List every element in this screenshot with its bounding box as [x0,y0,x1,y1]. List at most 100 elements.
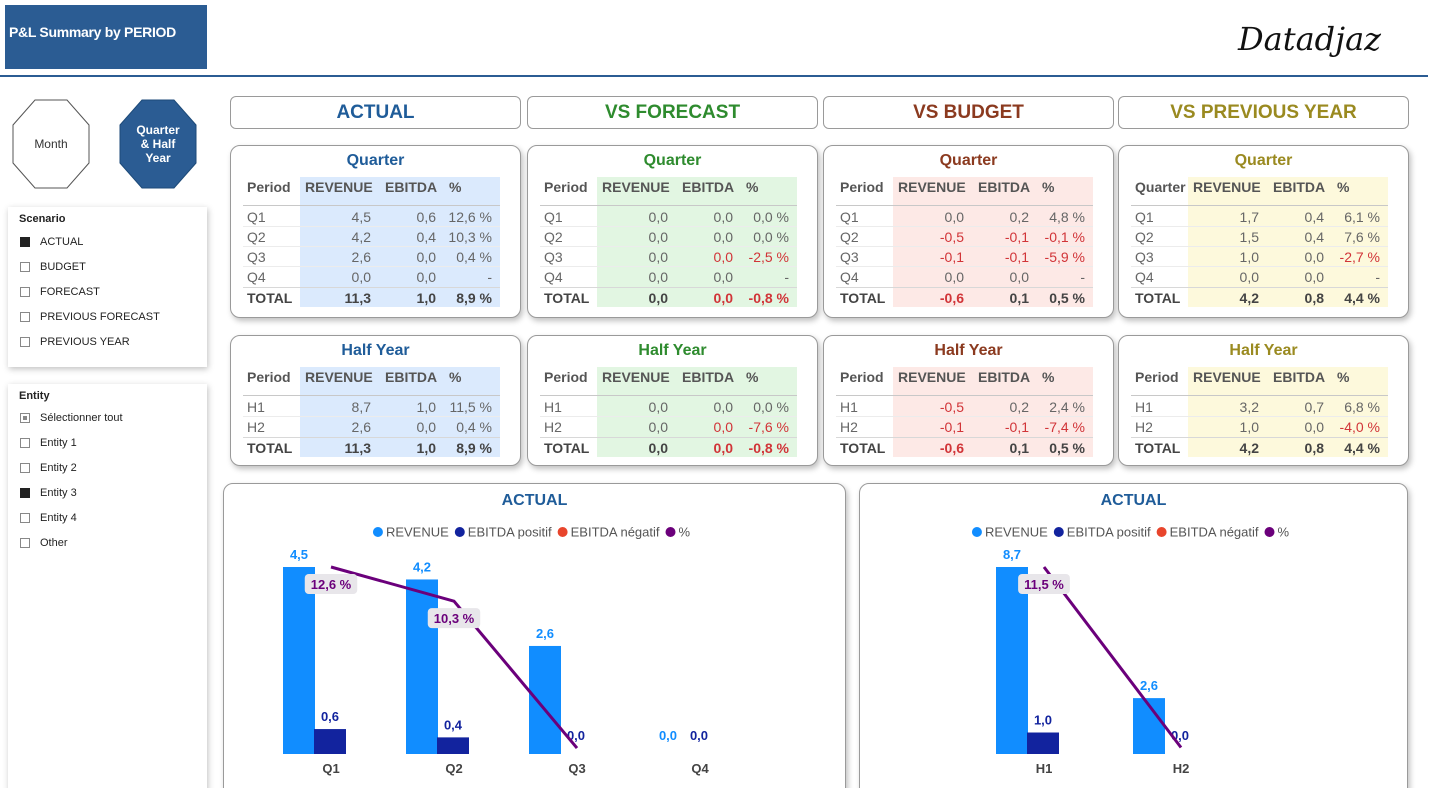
column-header: % [1042,369,1055,385]
table-card: Quarter Period REVENUE EBITDA% Q1 4,5 0,6 12,6 … [230,145,521,318]
column-header: REVENUE [305,369,373,385]
table-cell: 0,0 [416,249,436,265]
table-cell: -7,4 % [1044,419,1085,435]
row-rule [836,226,1093,227]
column-header: Period [840,369,884,385]
checkbox[interactable] [20,463,30,473]
table-cell: 0,0 [648,209,668,225]
table-cell: 0,7 [1304,399,1324,415]
bar [529,645,561,754]
table-cell: - [784,269,789,285]
row-rule [1131,226,1388,227]
checkbox[interactable] [20,312,30,322]
data-label: 0,4 [444,717,463,732]
row-rule [540,287,797,288]
column-header: REVENUE [305,179,373,195]
row-label: H1 [544,399,562,415]
table-card: Half Year Period REVENUE EBITDA% H1 8,7 1,0 11,… [230,335,521,466]
table-cell: 0,0 [648,290,668,306]
table-cell: 8,9 % [456,290,492,306]
row-label: H1 [840,399,858,415]
column-header: % [449,369,462,385]
header-rule [1131,395,1388,396]
slicer-item[interactable]: Entity 3 [40,487,77,499]
row-label: Q3 [1135,249,1154,265]
view-button[interactable]: Quarter & Half Year [119,99,197,189]
table-cell: 11,3 [344,290,371,306]
table-cell: 4,8 % [1049,209,1085,225]
bar [996,567,1028,754]
table-title: Quarter [643,152,702,169]
table-card: Quarter Period REVENUE EBITDA% Q1 0,0 0,2 4,8 %… [823,145,1114,318]
slicer-item[interactable]: ACTUAL [40,236,84,248]
data-label: 0,0 [659,728,677,743]
table-cell: 11,3 [344,440,371,456]
legend: REVENUE EBITDA positif EBITDA négatif% [971,525,1290,540]
chart-card: ACTUAL REVENUE EBITDA positif EBITDA négati… [223,483,846,788]
slicer-item[interactable]: PREVIOUS YEAR [40,336,130,348]
column-header: Period [544,179,588,195]
slicer-item[interactable]: BUDGET [40,261,86,273]
value-band [1188,177,1388,307]
slicer-item[interactable]: PREVIOUS FORECAST [40,311,160,323]
slicer-item[interactable]: Other [40,537,68,549]
data-label: 8,7 [1003,547,1021,562]
row-label: H2 [1135,419,1153,435]
slicer-item[interactable]: Entity 4 [40,512,77,524]
table-cell: 11,5 % [449,399,492,415]
row-rule [243,437,500,438]
column-header: REVENUE [1193,369,1261,385]
row-label: Q1 [1135,209,1154,225]
slicer-item[interactable]: Sélectionner tout [40,412,123,424]
value-band [1188,367,1388,457]
table-card: Quarter Period REVENUE EBITDA% Q1 0,0 0,0 0,0 %… [527,145,818,318]
row-label: Q3 [544,249,563,265]
row-rule [1131,246,1388,247]
x-tick-label: Q3 [568,761,585,776]
legend-label: % [1278,525,1290,540]
checkbox[interactable] [20,262,30,272]
x-tick-label: H1 [1036,761,1053,776]
checkbox[interactable] [20,538,30,548]
row-label: Q4 [1135,269,1154,285]
row-label: TOTAL [840,440,886,456]
slicer-item[interactable]: Entity 1 [40,437,77,449]
line-label: 12,6 % [304,574,358,594]
table-card: Half Year Period REVENUE EBITDA% H1 0,0 0,0 0,0… [527,335,818,466]
line [1042,566,1183,749]
table-cell: 12,6 % [448,209,492,225]
table-title: Quarter [346,152,405,169]
header-rule [540,205,797,206]
checkbox[interactable] [20,438,30,448]
section-header: VS FORECAST [527,96,818,129]
view-button[interactable]: Month [12,99,90,189]
table-cell: 4,2 [1239,290,1259,306]
column-header: Period [544,369,588,385]
checkbox[interactable] [20,488,30,498]
checkbox[interactable] [20,237,30,247]
slicer-item[interactable]: Entity 2 [40,462,77,474]
data-label: 10,3 % [434,611,475,626]
checkbox[interactable] [20,337,30,347]
octagon [12,99,90,189]
column-header: % [746,179,759,195]
legend-marker [1156,527,1167,537]
table-cell: 0,0 [713,249,733,265]
table-cell: 6,1 % [1344,209,1380,225]
slicer-item[interactable]: FORECAST [40,286,100,298]
table-cell: -2,7 % [1339,249,1380,265]
button-shape [12,99,90,189]
column-header: EBITDA [385,369,438,385]
checkbox[interactable] [20,513,30,523]
table-cell: -2,5 % [748,249,789,265]
column-header: Period [247,369,291,385]
column-header: Period [1135,369,1179,385]
data-label: 0,0 [690,728,708,743]
checkbox[interactable] [20,287,30,297]
table-cell: 4,2 [1239,440,1259,456]
row-label: H2 [247,419,265,435]
title-box [5,5,207,69]
table-cell: 0,8 [1304,290,1324,306]
table-cell: 4,4 % [1344,440,1380,456]
checkbox[interactable] [20,413,30,423]
